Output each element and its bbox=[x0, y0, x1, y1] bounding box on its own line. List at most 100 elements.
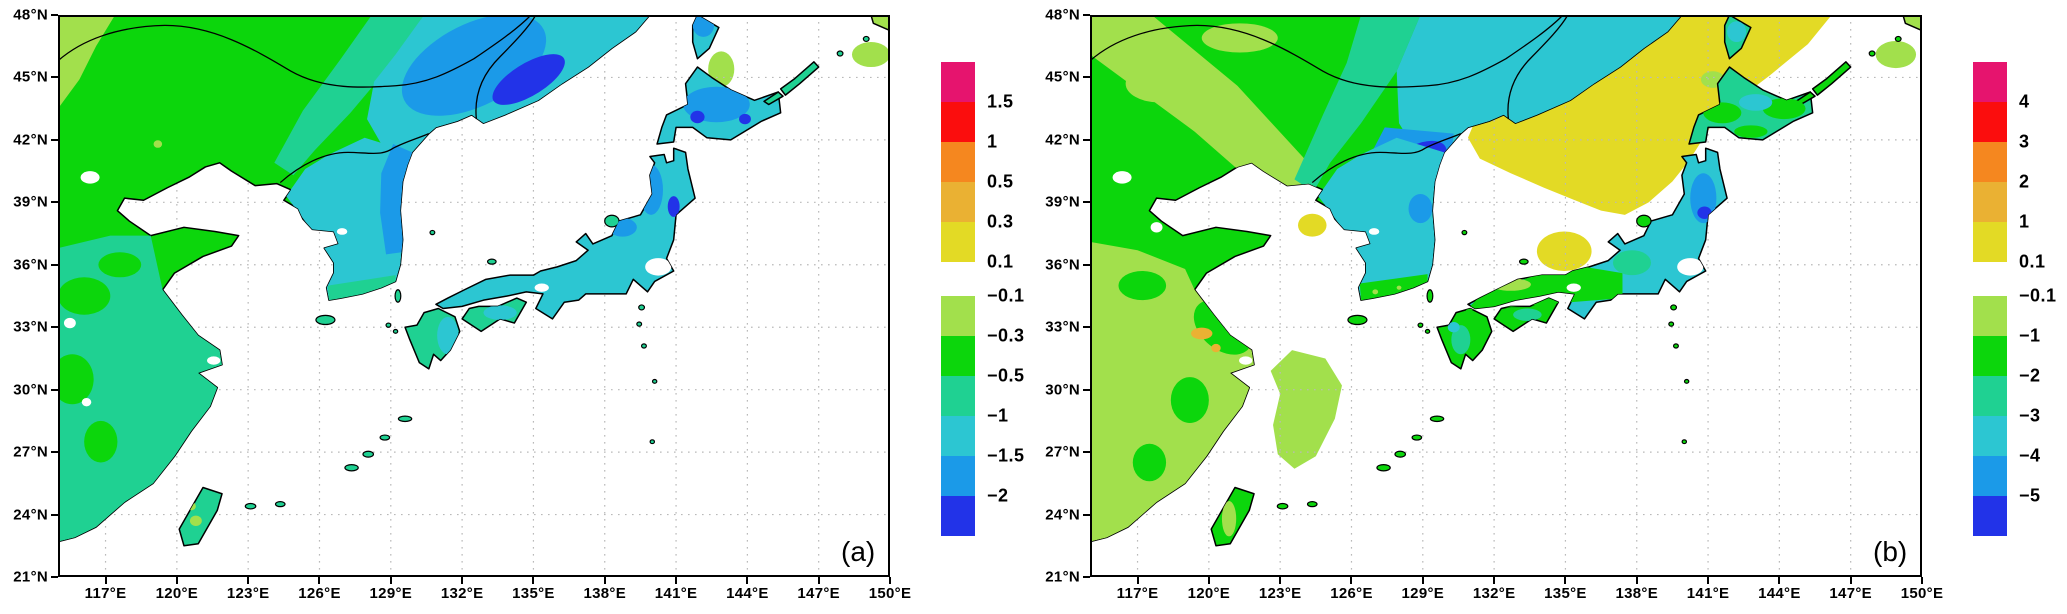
y-axis-tick bbox=[51, 388, 58, 391]
x-axis-tick-label: 135°E bbox=[1544, 585, 1587, 602]
colorbar-negative-segment bbox=[941, 336, 975, 376]
x-axis-tick-label: 141°E bbox=[654, 585, 698, 602]
colorbar-negative-segment bbox=[941, 496, 975, 536]
y-axis-tick-label: 21°N bbox=[1045, 568, 1080, 586]
colorbar-negative-segment bbox=[1973, 336, 2007, 376]
map-b bbox=[1090, 15, 1922, 577]
colorbar-label: −0.1 bbox=[987, 285, 1025, 306]
x-axis-tick-label: 129°E bbox=[369, 585, 413, 602]
y-axis-tick-label: 21°N bbox=[13, 568, 48, 586]
y-axis-tick-label: 45°N bbox=[1045, 68, 1080, 86]
y-axis-tick-label: 36°N bbox=[13, 256, 48, 274]
colorbar-label: 0.3 bbox=[987, 211, 1014, 232]
colorbar-positive-segment bbox=[1973, 102, 2007, 142]
colorbar-label: −1 bbox=[987, 405, 1009, 426]
x-axis-tick bbox=[1635, 577, 1638, 584]
y-axis-tick-label: 30°N bbox=[1045, 381, 1080, 399]
colorbar-negative-segment bbox=[941, 376, 975, 416]
x-axis-tick bbox=[532, 577, 535, 584]
y-axis-tick bbox=[1083, 14, 1090, 16]
panel-label-b: (b) bbox=[1873, 536, 1908, 567]
x-axis-tick bbox=[389, 577, 392, 584]
y-axis-tick bbox=[51, 263, 58, 266]
x-axis-tick-label: 147°E bbox=[1829, 585, 1872, 602]
y-axis-tick bbox=[51, 326, 58, 329]
colorbar-negative-segment bbox=[1973, 416, 2007, 456]
x-axis-tick-label: 141°E bbox=[1686, 585, 1730, 602]
x-axis-tick bbox=[746, 577, 749, 584]
y-axis-tick-label: 39°N bbox=[1045, 193, 1080, 211]
x-axis-tick bbox=[675, 577, 678, 584]
y-axis-tick-label: 42°N bbox=[13, 131, 48, 149]
colorbar-label: 1.5 bbox=[987, 91, 1014, 112]
x-axis-tick bbox=[603, 577, 606, 584]
colorbar-negative-segment bbox=[1973, 496, 2007, 536]
x-axis-tick bbox=[1921, 577, 1923, 584]
y-axis-tick-label: 45°N bbox=[13, 68, 48, 86]
y-axis-tick bbox=[51, 138, 58, 141]
x-axis-tick-label: 129°E bbox=[1401, 585, 1445, 602]
colorbar-negative-segment bbox=[941, 296, 975, 336]
colorbar-label: −4 bbox=[2019, 445, 2041, 466]
x-axis-tick bbox=[461, 577, 464, 584]
y-axis-tick bbox=[1083, 263, 1090, 266]
y-axis-tick bbox=[1083, 201, 1090, 204]
y-axis-tick bbox=[51, 513, 58, 516]
x-axis-tick-label: 138°E bbox=[1615, 585, 1658, 602]
x-axis-tick bbox=[1564, 577, 1567, 584]
x-axis-tick-label: 147°E bbox=[797, 585, 840, 602]
colorbar-label: −1 bbox=[2019, 325, 2041, 346]
x-axis-tick-label: 150°E bbox=[868, 585, 912, 602]
y-axis-tick-label: 27°N bbox=[1045, 443, 1080, 461]
y-axis-tick-label: 39°N bbox=[13, 193, 48, 211]
colorbar-negative-segment bbox=[1973, 296, 2007, 336]
colorbar-label: 2 bbox=[2019, 171, 2030, 192]
y-axis-tick bbox=[51, 76, 58, 79]
x-axis-tick bbox=[817, 577, 820, 584]
x-axis-tick bbox=[1350, 577, 1353, 584]
colorbar-label: −0.1 bbox=[2019, 285, 2057, 306]
y-axis-tick bbox=[1083, 576, 1090, 578]
x-axis-tick bbox=[318, 577, 321, 584]
colorbar-label: 1 bbox=[987, 131, 998, 152]
y-axis-tick bbox=[1083, 513, 1090, 516]
x-axis-tick bbox=[889, 577, 891, 584]
panel-label-a: (a) bbox=[841, 536, 876, 567]
colorbar-label: 0.5 bbox=[987, 171, 1014, 192]
colorbar-positive-segment bbox=[941, 142, 975, 182]
y-axis-tick-label: 27°N bbox=[13, 443, 48, 461]
x-axis-tick-label: 126°E bbox=[1330, 585, 1373, 602]
colorbar-negative-segment bbox=[1973, 456, 2007, 496]
colorbar-positive-segment bbox=[1973, 182, 2007, 222]
x-axis-tick bbox=[1493, 577, 1496, 584]
x-axis-tick-label: 138°E bbox=[583, 585, 626, 602]
x-axis-tick bbox=[1279, 577, 1282, 584]
y-axis-tick bbox=[51, 576, 58, 578]
x-axis-tick-label: 117°E bbox=[84, 585, 127, 602]
colorbar-positive-segment bbox=[941, 182, 975, 222]
colorbar-negative-segment bbox=[941, 456, 975, 496]
colorbar-label: 0.1 bbox=[2019, 251, 2046, 272]
colorbar-negative-segment bbox=[1973, 376, 2007, 416]
x-axis-tick bbox=[1778, 577, 1781, 584]
anomaly-field-a bbox=[58, 15, 751, 542]
colorbar-label: −3 bbox=[2019, 405, 2041, 426]
y-axis-tick-label: 42°N bbox=[1045, 131, 1080, 149]
colorbar-label: −2 bbox=[987, 485, 1009, 506]
colorbar-label: 1 bbox=[2019, 211, 2030, 232]
colorbar-positive-segment bbox=[941, 222, 975, 262]
colorbar-positive-segment bbox=[1973, 62, 2007, 102]
y-axis-tick bbox=[1083, 388, 1090, 391]
colorbar-label: −2 bbox=[2019, 365, 2041, 386]
map-a bbox=[58, 15, 890, 577]
colorbar-label: 0.1 bbox=[987, 251, 1014, 272]
y-axis-tick bbox=[1083, 326, 1090, 329]
x-axis-tick bbox=[247, 577, 250, 584]
colorbar-label: −5 bbox=[2019, 485, 2041, 506]
y-axis-tick-label: 24°N bbox=[13, 506, 48, 524]
x-axis-tick-label: 123°E bbox=[226, 585, 270, 602]
x-axis-tick-label: 132°E bbox=[440, 585, 484, 602]
